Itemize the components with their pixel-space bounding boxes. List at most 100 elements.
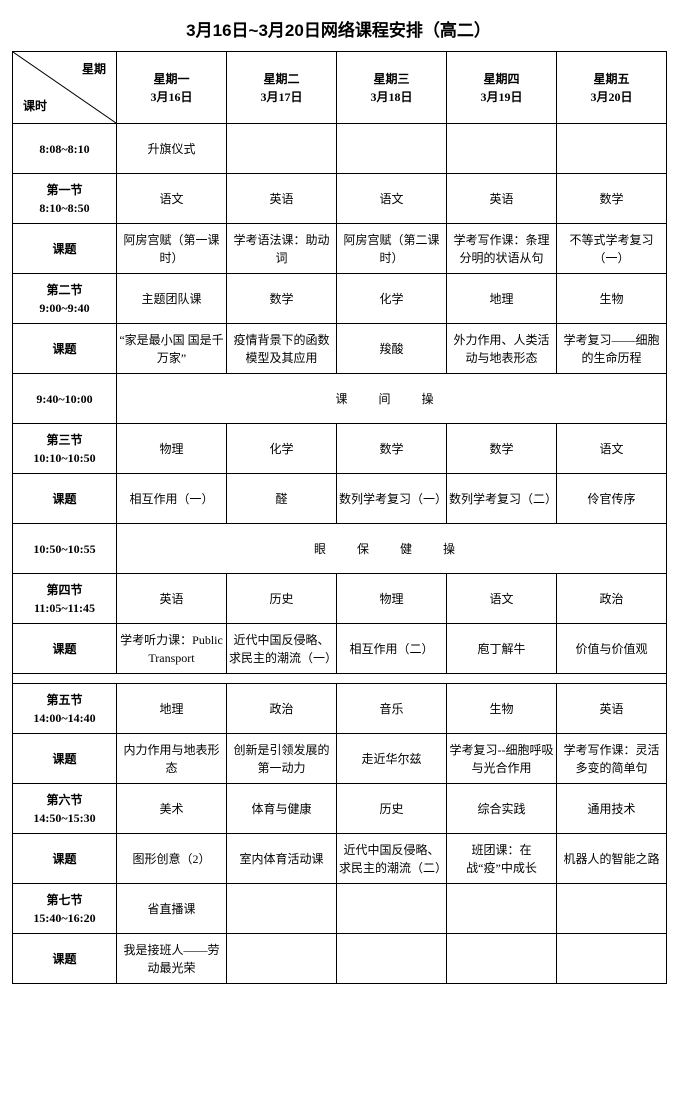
table-row: 课题 阿房宫赋（第一课时） 学考语法课：助动词 阿房宫赋（第二课时） 学考写作课… [13, 224, 667, 274]
table-row: 第四节11:05~11:45 英语 历史 物理 语文 政治 [13, 574, 667, 624]
cell: 庖丁解牛 [447, 624, 557, 674]
row-label: 第四节11:05~11:45 [13, 574, 117, 624]
header-row: 星期 课时 星期一3月16日 星期二3月17日 星期三3月18日 星期四3月19… [13, 52, 667, 124]
diag-top-label: 星期 [82, 60, 106, 78]
table-row: 课题 学考听力课：Public Transport 近代中国反侵略、求民主的潮流… [13, 624, 667, 674]
cell: 语文 [117, 174, 227, 224]
cell: 地理 [117, 684, 227, 734]
cell: 我是接班人——劳动最光荣 [117, 934, 227, 984]
cell: “家是最小国 国是千万家” [117, 324, 227, 374]
row-label: 第一节8:10~8:50 [13, 174, 117, 224]
cell: 数学 [227, 274, 337, 324]
cell: 语文 [447, 574, 557, 624]
row-label: 课题 [13, 624, 117, 674]
schedule-table: 星期 课时 星期一3月16日 星期二3月17日 星期三3月18日 星期四3月19… [12, 51, 667, 984]
cell [447, 934, 557, 984]
cell: 政治 [557, 574, 667, 624]
cell: 英语 [557, 684, 667, 734]
table-row: 课题 “家是最小国 国是千万家” 疫情背景下的函数模型及其应用 羧酸 外力作用、… [13, 324, 667, 374]
table-row: 第六节14:50~15:30 美术 体育与健康 历史 综合实践 通用技术 [13, 784, 667, 834]
day-header: 星期四3月19日 [447, 52, 557, 124]
cell: 疫情背景下的函数模型及其应用 [227, 324, 337, 374]
cell: 数学 [337, 424, 447, 474]
cell: 英语 [447, 174, 557, 224]
row-label: 第五节14:00~14:40 [13, 684, 117, 734]
cell: 醛 [227, 474, 337, 524]
cell: 阿房宫赋（第一课时） [117, 224, 227, 274]
cell: 美术 [117, 784, 227, 834]
cell [227, 884, 337, 934]
cell: 语文 [557, 424, 667, 474]
row-label: 课题 [13, 734, 117, 784]
row-label: 8:08~8:10 [13, 124, 117, 174]
cell: 图形创意（2） [117, 834, 227, 884]
diagonal-header: 星期 课时 [13, 52, 117, 124]
cell: 外力作用、人类活动与地表形态 [447, 324, 557, 374]
gap-row [13, 674, 667, 684]
cell: 学考听力课：Public Transport [117, 624, 227, 674]
row-label: 第六节14:50~15:30 [13, 784, 117, 834]
cell: 相互作用（一） [117, 474, 227, 524]
cell: 机器人的智能之路 [557, 834, 667, 884]
cell [337, 884, 447, 934]
day-header: 星期二3月17日 [227, 52, 337, 124]
row-label: 第二节9:00~9:40 [13, 274, 117, 324]
cell: 升旗仪式 [117, 124, 227, 174]
row-label: 课题 [13, 324, 117, 374]
cell: 综合实践 [447, 784, 557, 834]
cell: 生物 [447, 684, 557, 734]
table-row: 9:40~10:00 课 间 操 [13, 374, 667, 424]
table-row: 第二节9:00~9:40 主题团队课 数学 化学 地理 生物 [13, 274, 667, 324]
cell [557, 124, 667, 174]
cell: 语文 [337, 174, 447, 224]
cell: 政治 [227, 684, 337, 734]
row-label: 10:50~10:55 [13, 524, 117, 574]
row-label: 第三节10:10~10:50 [13, 424, 117, 474]
cell: 学考复习--细胞呼吸与光合作用 [447, 734, 557, 784]
cell [227, 124, 337, 174]
cell: 羧酸 [337, 324, 447, 374]
table-row: 第五节14:00~14:40 地理 政治 音乐 生物 英语 [13, 684, 667, 734]
cell: 学考复习——细胞的生命历程 [557, 324, 667, 374]
cell: 室内体育活动课 [227, 834, 337, 884]
day-header: 星期五3月20日 [557, 52, 667, 124]
table-row: 课题 相互作用（一） 醛 数列学考复习（一） 数列学考复习（二） 伶官传序 [13, 474, 667, 524]
table-row: 8:08~8:10 升旗仪式 [13, 124, 667, 174]
cell: 英语 [117, 574, 227, 624]
break-cell: 眼 保 健 操 [117, 524, 667, 574]
cell: 学考语法课：助动词 [227, 224, 337, 274]
cell: 英语 [227, 174, 337, 224]
row-label: 课题 [13, 474, 117, 524]
table-row: 课题 我是接班人——劳动最光荣 [13, 934, 667, 984]
cell: 通用技术 [557, 784, 667, 834]
table-row: 10:50~10:55 眼 保 健 操 [13, 524, 667, 574]
cell: 音乐 [337, 684, 447, 734]
cell: 价值与价值观 [557, 624, 667, 674]
cell: 近代中国反侵略、求民主的潮流（二） [337, 834, 447, 884]
cell: 近代中国反侵略、求民主的潮流（一） [227, 624, 337, 674]
cell: 数学 [557, 174, 667, 224]
diag-bottom-label: 课时 [23, 97, 47, 115]
page-title: 3月16日~3月20日网络课程安排（高二） [12, 16, 665, 41]
table-row: 第一节8:10~8:50 语文 英语 语文 英语 数学 [13, 174, 667, 224]
cell: 体育与健康 [227, 784, 337, 834]
cell: 省直播课 [117, 884, 227, 934]
cell: 班团课：在战“疫”中成长 [447, 834, 557, 884]
table-row: 第七节15:40~16:20 省直播课 [13, 884, 667, 934]
cell: 学考写作课：灵活多变的简单句 [557, 734, 667, 784]
cell: 伶官传序 [557, 474, 667, 524]
row-label: 第七节15:40~16:20 [13, 884, 117, 934]
break-cell: 课 间 操 [117, 374, 667, 424]
cell: 阿房宫赋（第二课时） [337, 224, 447, 274]
cell: 化学 [227, 424, 337, 474]
table-row: 第三节10:10~10:50 物理 化学 数学 数学 语文 [13, 424, 667, 474]
cell: 生物 [557, 274, 667, 324]
cell: 物理 [337, 574, 447, 624]
cell: 数列学考复习（一） [337, 474, 447, 524]
day-header: 星期三3月18日 [337, 52, 447, 124]
cell: 数列学考复习（二） [447, 474, 557, 524]
cell: 主题团队课 [117, 274, 227, 324]
table-row: 课题 内力作用与地表形态 创新是引领发展的第一动力 走近华尔兹 学考复习--细胞… [13, 734, 667, 784]
row-label: 课题 [13, 834, 117, 884]
cell [447, 884, 557, 934]
